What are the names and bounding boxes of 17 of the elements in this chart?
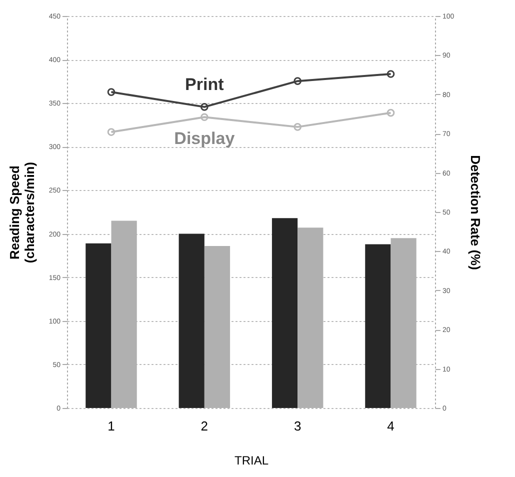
x-tick-label: 3 [294,418,302,434]
bar [365,244,391,408]
series-label: Display [174,129,236,148]
bar [86,243,112,408]
x-tick-label: 4 [387,418,394,434]
point [294,77,302,85]
point [294,123,302,131]
x-tick-label: 2 [200,418,208,434]
point [200,113,208,122]
y-axis-title: Reading Speed (characters/min) [6,162,37,264]
x-axis-title: TRIAL [234,454,269,468]
point [200,103,208,111]
y2-axis-title: Detection Rate (%) [468,155,484,270]
x-tick-label: 1 [108,418,115,434]
bar [178,234,204,408]
bar [272,218,298,408]
series-label: Print [185,74,224,94]
